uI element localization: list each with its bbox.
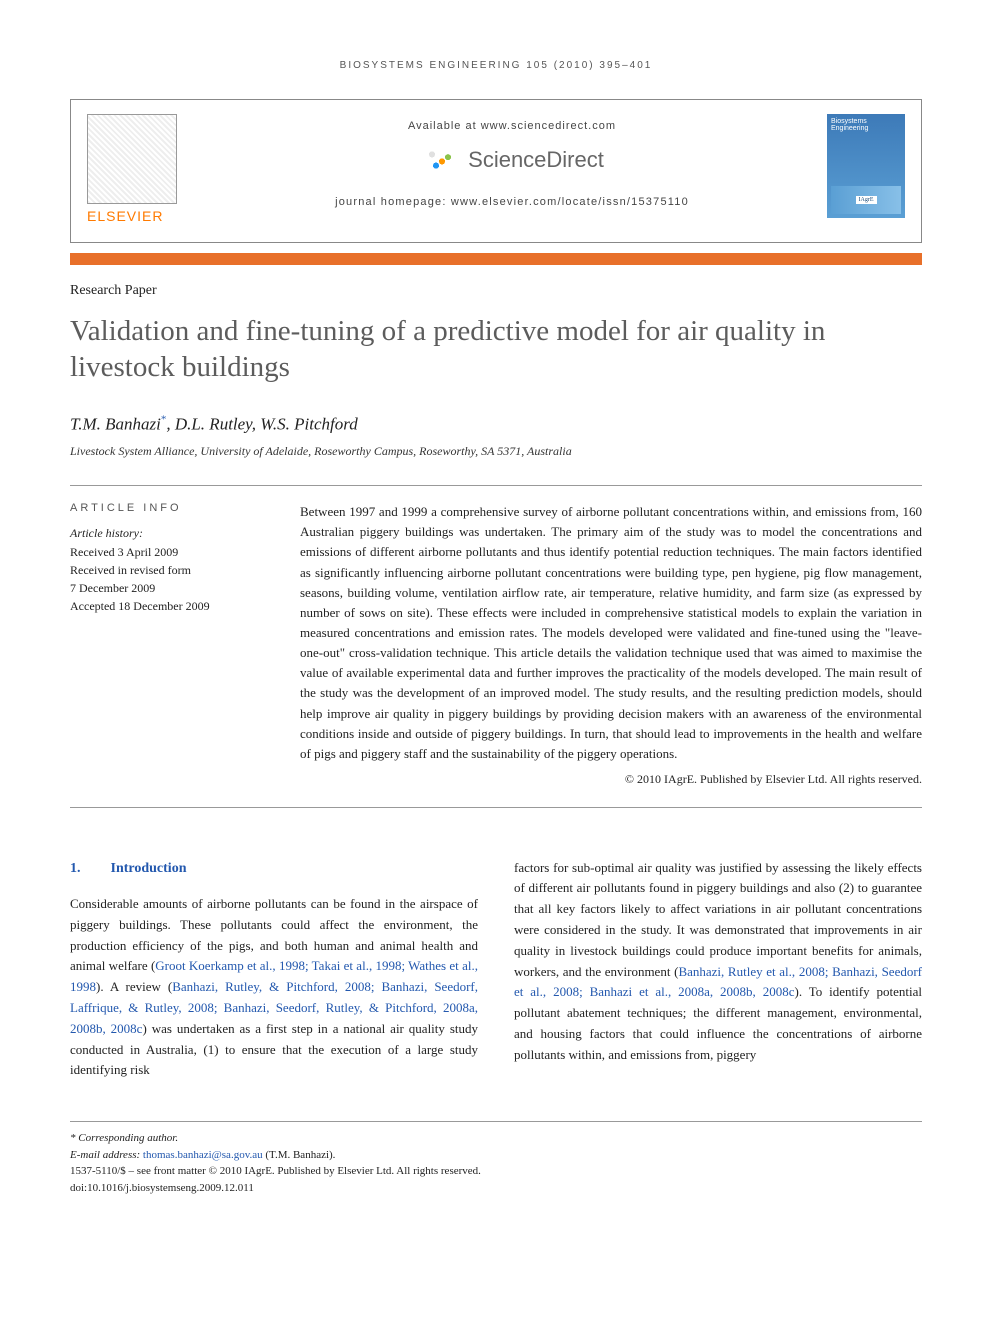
available-at-line: Available at www.sciencedirect.com: [207, 120, 817, 132]
intro-paragraph-right: factors for sub-optimal air quality was …: [514, 858, 922, 1066]
email-tail: (T.M. Banhazi).: [263, 1149, 336, 1161]
article-info-heading: ARTICLE INFO: [70, 502, 270, 514]
received-date: Received 3 April 2009: [70, 543, 270, 561]
sciencedirect-logo: ScienceDirect: [420, 146, 604, 174]
copyright-line: © 2010 IAgrE. Published by Elsevier Ltd.…: [300, 770, 922, 789]
text-run: ). A review (: [96, 979, 172, 994]
cover-bottom-strip: IAgrE: [831, 186, 901, 214]
abstract-text: Between 1997 and 1999 a comprehensive su…: [300, 504, 922, 761]
article-info: ARTICLE INFO Article history: Received 3…: [70, 502, 270, 788]
sciencedirect-wordmark: ScienceDirect: [468, 147, 604, 173]
email-label: E-mail address:: [70, 1149, 143, 1161]
journal-homepage-line: journal homepage: www.elsevier.com/locat…: [207, 196, 817, 208]
info-abstract-block: ARTICLE INFO Article history: Received 3…: [70, 485, 922, 807]
revised-date-line1: Received in revised form: [70, 561, 270, 579]
journal-cover-image: Biosystems Engineering IAgrE: [827, 114, 905, 218]
column-left: 1. Introduction Considerable amounts of …: [70, 858, 478, 1082]
section-number: 1.: [70, 858, 81, 880]
abstract: Between 1997 and 1999 a comprehensive su…: [300, 502, 922, 788]
author-list: T.M. Banhazi*, D.L. Rutley, W.S. Pitchfo…: [70, 414, 922, 435]
text-run: factors for sub-optimal air quality was …: [514, 860, 922, 979]
section-title: Introduction: [111, 858, 187, 880]
sciencedirect-swoosh-icon: [420, 146, 460, 174]
elsevier-wordmark: ELSEVIER: [87, 208, 197, 224]
body-columns: 1. Introduction Considerable amounts of …: [70, 858, 922, 1082]
accepted-date: Accepted 18 December 2009: [70, 597, 270, 615]
column-right: factors for sub-optimal air quality was …: [514, 858, 922, 1082]
intro-paragraph-left: Considerable amounts of airborne polluta…: [70, 894, 478, 1081]
paper-type-label: Research Paper: [70, 283, 922, 299]
page-footer: * Corresponding author. E-mail address: …: [70, 1121, 922, 1196]
section-heading: 1. Introduction: [70, 858, 478, 880]
affiliation: Livestock System Alliance, University of…: [70, 444, 922, 459]
article-history-label: Article history:: [70, 526, 270, 541]
journal-header-box: ELSEVIER Available at www.sciencedirect.…: [70, 99, 922, 243]
cover-tag: IAgrE: [856, 196, 877, 204]
revised-date-line2: 7 December 2009: [70, 579, 270, 597]
header-center: Available at www.sciencedirect.com Scien…: [197, 114, 827, 208]
front-matter-line: 1537-5110/$ – see front matter © 2010 IA…: [70, 1163, 922, 1180]
running-head: BIOSYSTEMS ENGINEERING 105 (2010) 395–40…: [70, 60, 922, 71]
cover-title: Biosystems Engineering: [831, 118, 901, 132]
email-line: E-mail address: thomas.banhazi@sa.gov.au…: [70, 1147, 922, 1164]
journal-cover: Biosystems Engineering IAgrE: [827, 114, 905, 218]
corresponding-author-note: * Corresponding author.: [70, 1130, 922, 1147]
elsevier-tree-icon: [87, 114, 177, 204]
doi-line: doi:10.1016/j.biosystemseng.2009.12.011: [70, 1180, 922, 1197]
page-root: BIOSYSTEMS ENGINEERING 105 (2010) 395–40…: [0, 0, 992, 1236]
elsevier-logo: ELSEVIER: [87, 114, 197, 224]
orange-divider-bar: [70, 253, 922, 265]
author-name: T.M. Banhazi: [70, 414, 161, 433]
paper-title: Validation and fine-tuning of a predicti…: [70, 313, 922, 386]
email-link[interactable]: thomas.banhazi@sa.gov.au: [143, 1149, 263, 1161]
author-names-rest: , D.L. Rutley, W.S. Pitchford: [166, 414, 357, 433]
